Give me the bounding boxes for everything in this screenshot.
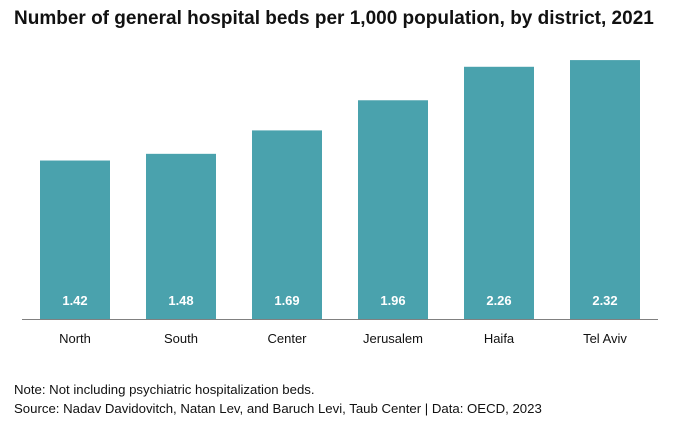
bar-center [252,130,322,319]
data-label: 1.69 [274,293,299,308]
bar-tel-aviv [570,60,640,319]
x-tick-label: Center [267,331,307,346]
x-tick-label: Jerusalem [363,331,423,346]
x-tick-label: Tel Aviv [583,331,627,346]
bar-north [40,160,110,319]
x-tick-label: North [59,331,91,346]
chart-title: Number of general hospital beds per 1,00… [14,8,654,29]
chart-note: Note: Not including psychiatric hospital… [14,382,315,397]
data-label: 1.48 [168,293,193,308]
x-tick-label: Haifa [484,331,515,346]
data-label: 2.32 [592,293,617,308]
bar-jerusalem [358,100,428,319]
data-label: 2.26 [486,293,511,308]
chart-source: Source: Nadav Davidovitch, Natan Lev, an… [14,401,542,416]
data-label: 1.96 [380,293,405,308]
bar-haifa [464,66,534,319]
data-label: 1.42 [62,293,87,308]
x-tick-label: South [164,331,198,346]
bar-south [146,153,216,319]
